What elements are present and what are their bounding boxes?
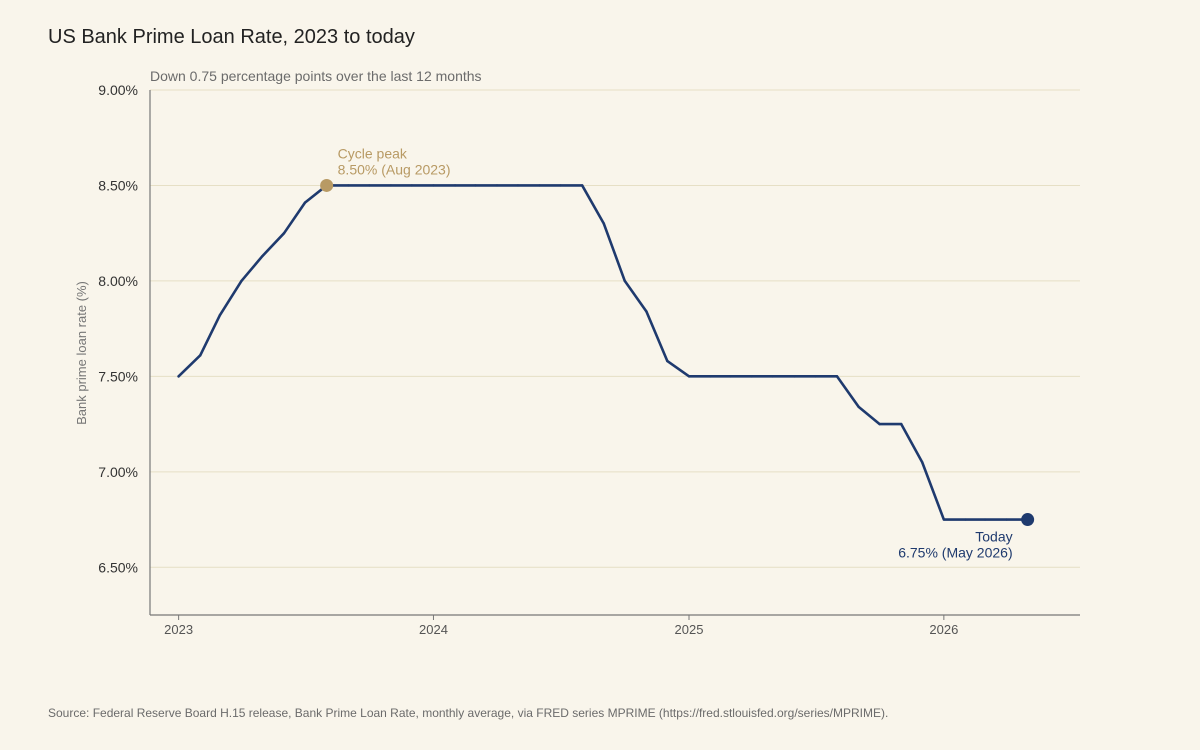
series-layer [177, 184, 1029, 521]
data-point [709, 375, 712, 378]
data-point [432, 184, 435, 187]
data-point [453, 184, 457, 187]
data-point [623, 279, 626, 283]
data-point [857, 405, 860, 409]
data-point [538, 184, 541, 187]
data-point [389, 184, 393, 187]
y-axis-label: Bank prime loan rate (%) [74, 281, 89, 425]
data-point [474, 184, 477, 187]
data-point [666, 359, 669, 363]
series-line [177, 184, 1029, 521]
grid-lines [150, 89, 1080, 568]
data-point [261, 254, 264, 258]
data-point [368, 184, 371, 187]
y-tick-label: 7.50% [98, 368, 138, 384]
data-point [771, 375, 774, 378]
data-point [793, 375, 796, 378]
data-point [835, 375, 839, 378]
data-point [900, 422, 903, 426]
today-marker [1021, 513, 1035, 527]
data-point [240, 279, 243, 283]
data-point [602, 222, 606, 225]
y-tick-label: 6.50% [98, 559, 138, 575]
data-point [921, 461, 924, 464]
x-tick-label: 2023 [164, 622, 193, 637]
data-point [516, 184, 520, 187]
data-point [303, 201, 307, 204]
y-tick-label: 9.00% [98, 82, 138, 98]
data-point [983, 518, 987, 521]
x-tick-label: 2026 [929, 622, 958, 637]
tick-labels: 6.50% 7.00% 7.50% 8.00% 8.50% 9.00% 2023 2024 20… [98, 82, 958, 637]
y-tick-label: 8.50% [98, 177, 138, 193]
data-point [687, 375, 691, 378]
data-point [729, 375, 732, 378]
peak-marker [320, 178, 334, 192]
chart-subtitle: Down 0.75 percentage points over the las… [150, 68, 482, 84]
data-point [1005, 518, 1008, 521]
data-point [645, 310, 648, 313]
peak-label-title: Cycle peak [338, 145, 408, 161]
x-tick-label: 2024 [419, 622, 448, 637]
data-point [199, 354, 202, 357]
chart-title: US Bank Prime Loan Rate, 2023 to today [48, 26, 415, 48]
data-point [750, 375, 754, 378]
data-point [964, 518, 967, 521]
data-point [495, 184, 499, 187]
data-point [942, 518, 946, 521]
data-point [218, 314, 222, 317]
data-point [814, 375, 817, 378]
peak-label-value: 8.50% (Aug 2023) [338, 161, 451, 177]
axes [149, 90, 1080, 620]
y-tick-label: 7.00% [98, 464, 138, 480]
data-point [347, 184, 350, 187]
chart-source: Source: Federal Reserve Board H.15 relea… [48, 706, 889, 720]
data-point [282, 231, 286, 235]
today-label-value: 6.75% (May 2026) [898, 545, 1012, 561]
data-point [177, 375, 180, 378]
y-tick-label: 8.00% [98, 273, 138, 289]
data-point [410, 184, 414, 187]
today-label-title: Today [975, 529, 1012, 545]
data-point [580, 184, 584, 187]
data-point [559, 184, 562, 187]
x-tick-label: 2025 [675, 622, 704, 637]
data-point [878, 422, 881, 426]
